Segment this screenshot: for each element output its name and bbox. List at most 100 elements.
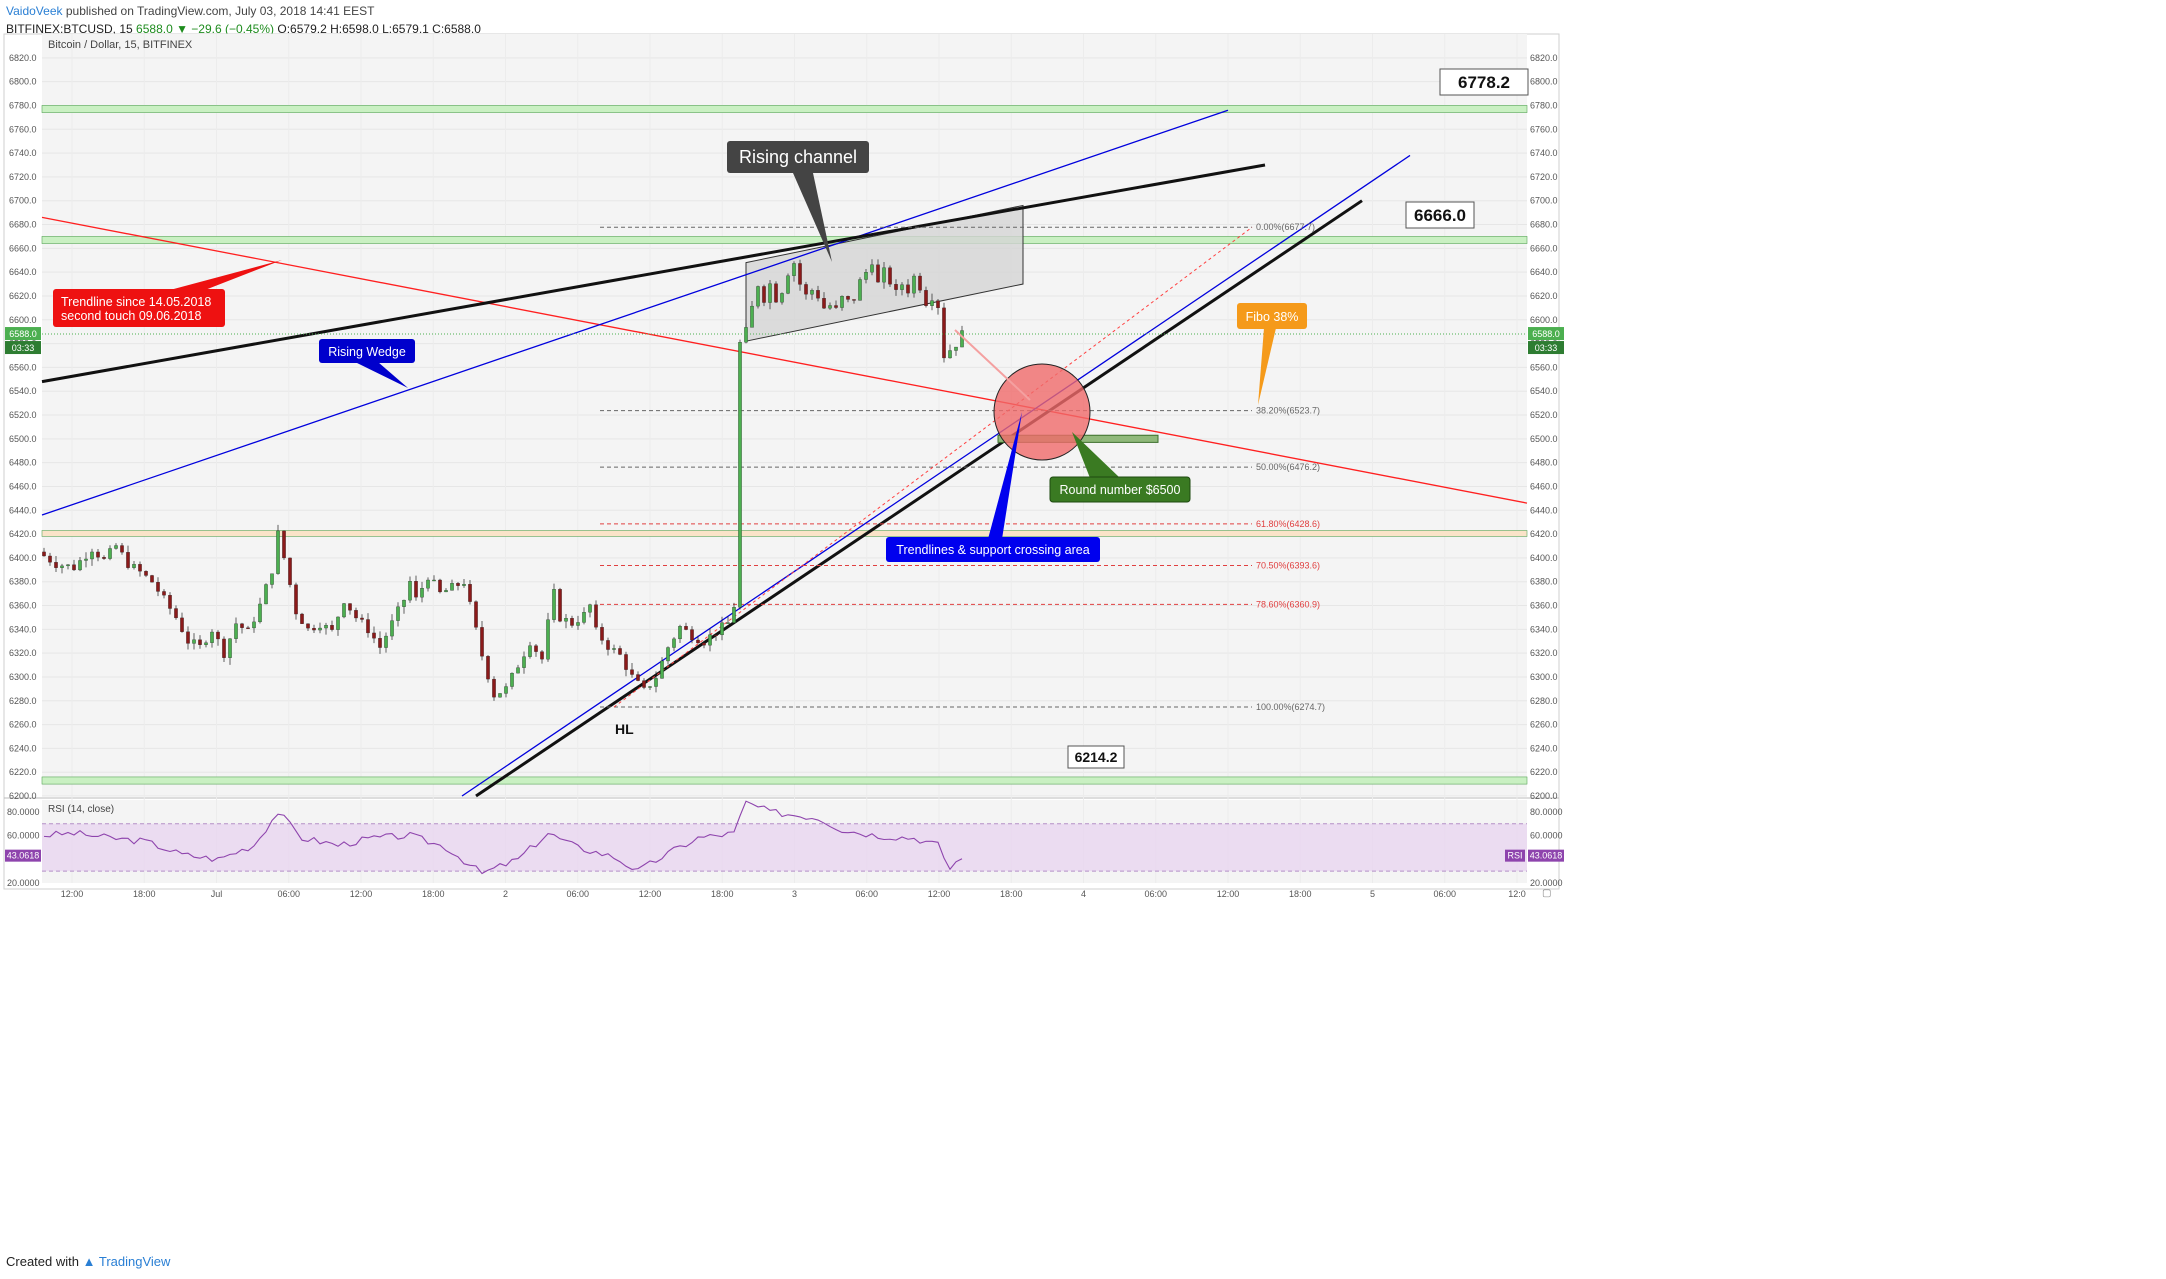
candle-body — [132, 564, 136, 568]
y-tick-label: 6300.0 — [9, 672, 37, 682]
candle-body — [378, 638, 382, 648]
crossing-area-callout — [886, 537, 1100, 562]
x-tick-label: 18:00 — [133, 889, 156, 899]
rsi-name-tag — [1505, 849, 1525, 862]
candle-body — [900, 284, 904, 290]
symbol-info: BITFINEX:BTCUSD, 15 6588.0 ▼ −29.6 (−0.4… — [6, 22, 481, 36]
callout-pointer — [988, 412, 1022, 539]
y-tick-label: 6360.0 — [1530, 601, 1558, 611]
candle-body — [906, 284, 910, 294]
y-tick-label: 6760.0 — [9, 124, 37, 134]
candle-body — [336, 616, 340, 630]
tradingview-logo-icon: ▲ — [82, 1254, 96, 1269]
candle-body — [798, 263, 802, 285]
y-tick-label: 6420.0 — [9, 529, 37, 539]
candle-body — [924, 290, 928, 306]
crossing-area-label: Trendlines & support crossing area — [896, 543, 1089, 557]
x-tick-label: 2 — [503, 889, 508, 899]
candle-body — [438, 579, 442, 593]
candle-body — [204, 642, 208, 645]
rsi-value-tag-left — [5, 849, 41, 862]
callout-pointer — [1258, 328, 1276, 405]
x-tick-label: Jul — [211, 889, 223, 899]
y-tick-label: 6400.0 — [9, 553, 37, 563]
y-tick-label: 6240.0 — [1530, 743, 1558, 753]
rsi-name-label: RSI — [1507, 851, 1522, 861]
y-tick-label: 6600.0 — [1530, 315, 1558, 325]
candle-body — [162, 591, 166, 596]
y-tick-label: 6460.0 — [1530, 481, 1558, 491]
countdown-label-left: 03:33 — [12, 343, 35, 353]
round-number-callout — [1049, 476, 1191, 503]
candle-body — [294, 584, 298, 615]
y-tick-label: 6680.0 — [1530, 220, 1558, 230]
candle-body — [426, 579, 430, 589]
candle-body — [48, 555, 52, 563]
x-tick-label: 06:00 — [566, 889, 589, 899]
candle-body — [222, 638, 226, 658]
last-price-label: 6588.0 — [1532, 329, 1560, 339]
candle-body — [114, 545, 118, 549]
callout-pointer — [170, 260, 282, 290]
candle-body — [498, 693, 502, 698]
candle-body — [540, 651, 544, 660]
rsi-tick-label: 20.0000 — [1530, 878, 1563, 888]
candle-body — [252, 621, 256, 629]
black-support-line — [475, 199, 1363, 798]
candle-body — [834, 305, 838, 308]
candle-body — [180, 617, 184, 632]
x-tick-label: 4 — [1081, 889, 1086, 899]
candle-body — [840, 295, 844, 308]
red-trendline — [41, 216, 1528, 504]
publish-text: published on TradingView.com, July 03, 2… — [65, 4, 375, 18]
x-tick-label: 3 — [792, 889, 797, 899]
last-price-tag-left — [5, 327, 41, 341]
candle-body — [756, 286, 760, 307]
y-tick-label: 6520.0 — [1530, 410, 1558, 420]
candle-body — [552, 589, 556, 620]
chart-title: Bitcoin / Dollar, 15, BITFINEX — [48, 39, 193, 51]
tradingview-link[interactable]: TradingView — [98, 1254, 171, 1269]
candle-body — [492, 678, 496, 698]
created-with-text: Created with — [6, 1254, 79, 1269]
callout-pointer — [1072, 432, 1120, 478]
candle-body — [288, 557, 292, 585]
fib-level-label: 0.00%(6677.7) — [1256, 222, 1315, 232]
candle-body — [66, 564, 70, 567]
fib-level-label: 70.50%(6393.6) — [1256, 560, 1320, 570]
candle-body — [42, 551, 46, 557]
rsi-title: RSI (14, close) — [48, 804, 114, 815]
rsi-tick-label-left: 80.0000 — [7, 807, 40, 817]
candle-body — [816, 290, 820, 299]
y-tick-label: 6620.0 — [1530, 291, 1558, 301]
y-tick-label: 6420.0 — [1530, 529, 1558, 539]
y-tick-label: 6340.0 — [1530, 624, 1558, 634]
x-tick-label: 06:00 — [1144, 889, 1167, 899]
candle-body — [156, 582, 160, 592]
candle-body — [588, 604, 592, 613]
y-tick-label: 6280.0 — [1530, 696, 1558, 706]
author-link[interactable]: VaidoVeek — [6, 4, 63, 18]
candle-body — [126, 552, 130, 568]
candle-body — [462, 584, 466, 586]
publish-info: VaidoVeek published on TradingView.com, … — [6, 4, 375, 18]
price-change: 6588.0 ▼ −29.6 (−0.45%) — [136, 22, 275, 36]
x-tick-label: 12:00 — [61, 889, 84, 899]
y-tick-label: 6640.0 — [9, 267, 37, 277]
candle-body — [576, 622, 580, 626]
candle-body — [810, 290, 814, 295]
rsi-value-label: 43.0618 — [1530, 851, 1563, 861]
support-zone — [41, 776, 1528, 785]
candle-body — [726, 622, 730, 624]
candle-body — [918, 275, 922, 291]
y-tick-label: 6800.0 — [9, 77, 37, 87]
fibo-label: Fibo 38% — [1246, 310, 1299, 324]
y-tick-label: 6340.0 — [9, 624, 37, 634]
y-tick-label: 6620.0 — [9, 291, 37, 301]
candle-body — [732, 607, 736, 623]
candle-body — [954, 346, 958, 351]
candle-body — [516, 667, 520, 674]
rsi-tick-label-left: 60.0000 — [7, 831, 40, 841]
y-tick-label: 6560.0 — [9, 362, 37, 372]
